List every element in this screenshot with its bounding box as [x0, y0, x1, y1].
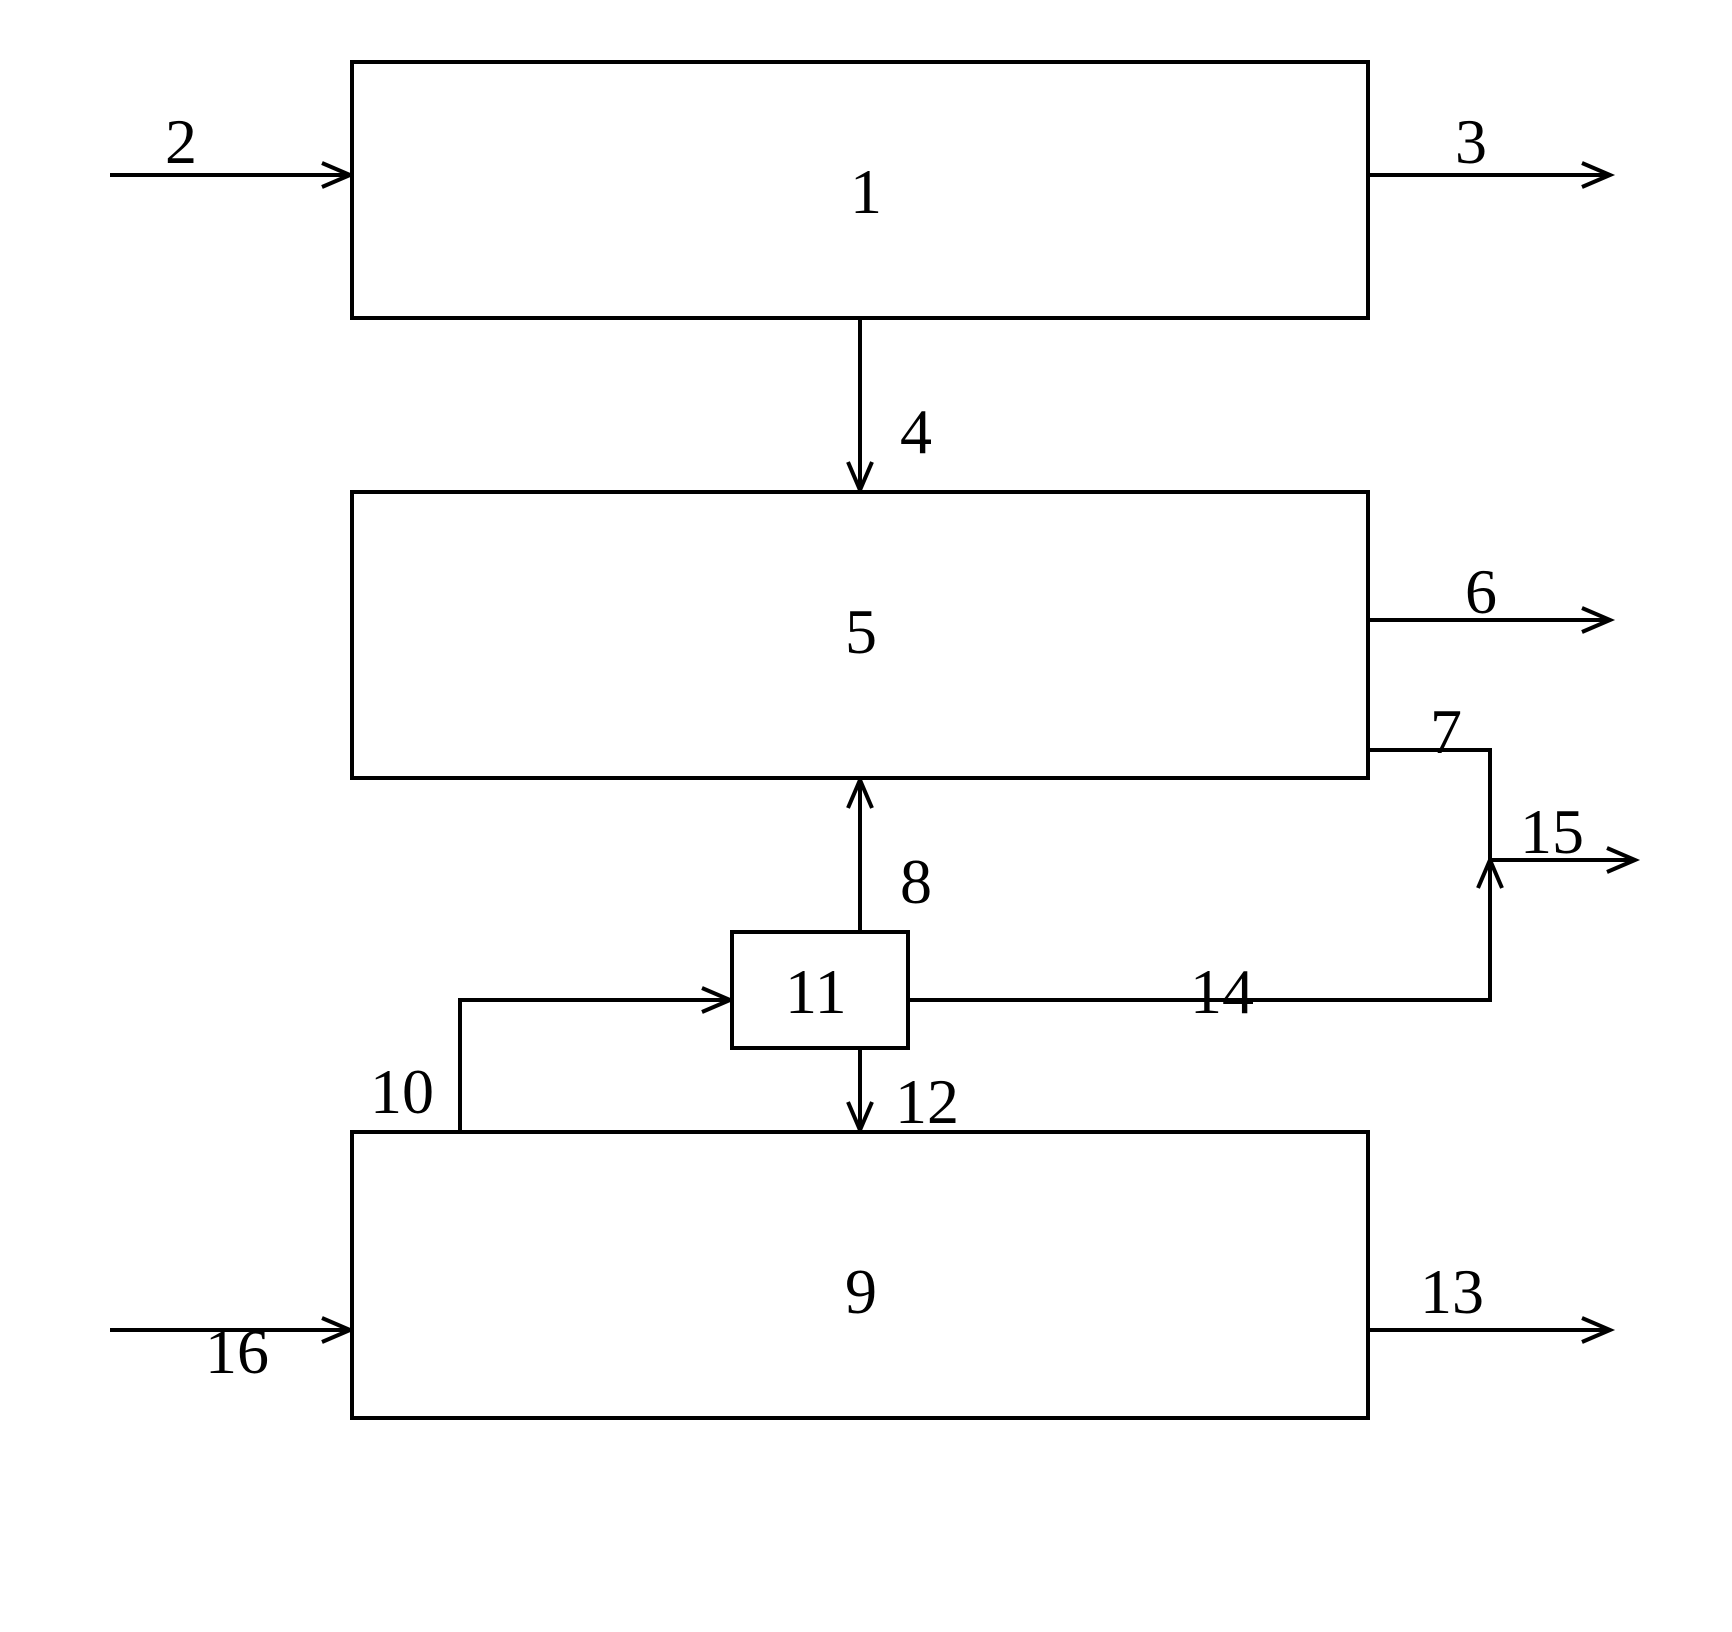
diagram-stage: 1 2 3 4 5 6 7 8 9 10 11 12 13 14 15 16 — [0, 0, 1732, 1632]
label-15: 15 — [1520, 800, 1584, 864]
label-16: 16 — [205, 1320, 269, 1384]
label-6: 6 — [1465, 560, 1497, 624]
label-4: 4 — [900, 400, 932, 464]
label-10: 10 — [370, 1060, 434, 1124]
label-14: 14 — [1190, 960, 1254, 1024]
label-9: 9 — [845, 1260, 877, 1324]
label-3: 3 — [1455, 110, 1487, 174]
label-2: 2 — [165, 110, 197, 174]
label-8: 8 — [900, 850, 932, 914]
label-12: 12 — [895, 1070, 959, 1134]
label-11: 11 — [785, 960, 847, 1024]
label-13: 13 — [1420, 1260, 1484, 1324]
label-7: 7 — [1430, 700, 1462, 764]
label-5: 5 — [845, 600, 877, 664]
label-1: 1 — [850, 160, 882, 224]
